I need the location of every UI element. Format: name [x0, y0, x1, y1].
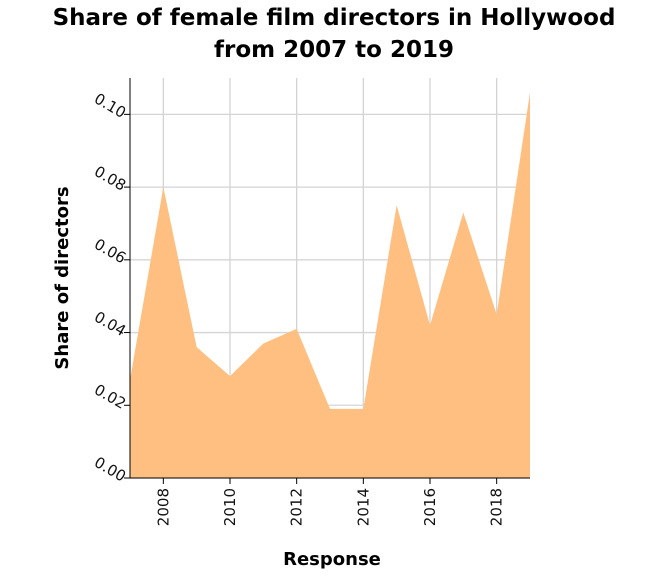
x-tick-label-2012: 2012: [288, 488, 306, 526]
y-tick-label-0.00: 0.00: [91, 453, 129, 485]
x-tick-label-2010: 2010: [221, 488, 239, 526]
y-tick-label-0.06: 0.06: [91, 235, 129, 267]
x-tick-label-2008: 2008: [154, 488, 172, 526]
x-tick-label-2016: 2016: [421, 488, 439, 526]
axes: [124, 78, 530, 484]
area-fill: [130, 92, 530, 478]
chart-title-line-1: Share of female film directors in Hollyw…: [53, 5, 616, 31]
y-tick-labels: 0.00 0.02 0.04 0.06 0.08 0.10: [91, 90, 129, 486]
x-tick-label-2014: 2014: [354, 488, 372, 526]
chart-title-line-2: from 2007 to 2019: [214, 37, 454, 63]
x-tick-label-2018: 2018: [488, 488, 506, 526]
y-tick-label-0.10: 0.10: [91, 90, 129, 122]
area-series: [129, 92, 531, 478]
y-tick-label-0.02: 0.02: [91, 380, 129, 412]
x-tick-labels: 2008 2010 2012 2014 2016 2018: [154, 488, 505, 526]
y-axis-label: Share of directors: [52, 186, 73, 369]
y-tick-label-0.08: 0.08: [91, 162, 129, 194]
x-axis-label: Response: [283, 549, 381, 570]
y-tick-label-0.04: 0.04: [91, 308, 129, 340]
